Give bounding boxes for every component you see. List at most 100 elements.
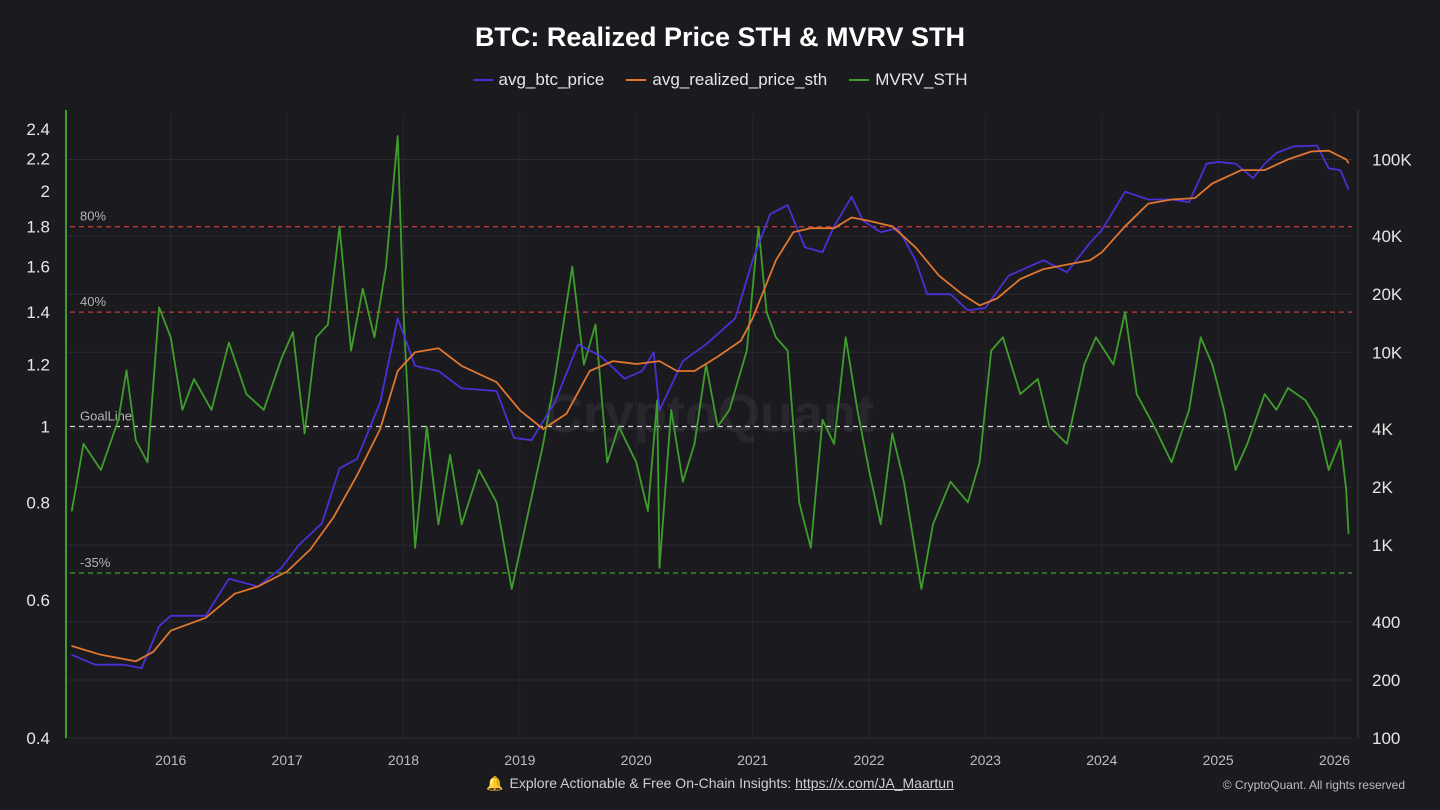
series-point-avg_realized_price_sth	[1194, 197, 1196, 199]
series-point-MVRV_STH	[193, 378, 195, 380]
legend-item-MVRV_STH[interactable]: MVRV_STH	[849, 70, 967, 90]
series-point-avg_btc_price	[205, 615, 207, 617]
y-right-tick-label: 2K	[1372, 478, 1393, 497]
series-point-avg_realized_price_sth	[1124, 225, 1126, 227]
reference-line-label: GoalLine	[80, 409, 132, 424]
watermark: CryptoQuant	[544, 384, 874, 444]
series-point-avg_realized_price_sth	[397, 370, 399, 372]
x-tick-label: 2017	[272, 752, 303, 768]
series-point-MVRV_STH	[158, 306, 160, 308]
series-point-avg_btc_price	[356, 458, 358, 460]
series-point-avg_realized_price_sth	[612, 360, 614, 362]
y-right-tick-label: 4K	[1372, 420, 1393, 439]
series-point-MVRV_STH	[1223, 409, 1225, 411]
copyright: © CryptoQuant. All rights reserved	[1222, 778, 1405, 792]
series-point-MVRV_STH	[71, 510, 73, 512]
bell-icon: 🔔	[486, 775, 504, 791]
series-point-MVRV_STH	[618, 425, 620, 428]
series-point-avg_realized_price_sth	[1310, 150, 1312, 153]
series-point-MVRV_STH	[1019, 393, 1021, 395]
series-point-MVRV_STH	[245, 393, 247, 395]
series-point-avg_btc_price	[682, 360, 684, 362]
series-point-avg_btc_price	[1328, 167, 1330, 169]
chart-title: BTC: Realized Price STH & MVRV STH	[474, 22, 966, 52]
series-point-avg_realized_price_sth	[205, 617, 207, 619]
series-point-avg_realized_price_sth	[333, 516, 335, 518]
series-point-MVRV_STH	[1287, 387, 1289, 389]
series-point-avg_btc_price	[658, 409, 661, 411]
series-point-MVRV_STH	[1083, 363, 1085, 366]
legend-item-avg_realized_price_sth[interactable]: avg_realized_price_sth	[626, 70, 827, 90]
series-point-MVRV_STH	[656, 399, 658, 401]
series-point-avg_btc_price	[513, 437, 515, 439]
series-point-MVRV_STH	[327, 323, 329, 326]
legend-swatch	[472, 79, 493, 81]
series-point-avg_btc_price	[1008, 275, 1010, 277]
series-point-MVRV_STH	[280, 358, 282, 360]
series-point-MVRV_STH	[903, 481, 905, 483]
series-point-avg_btc_price	[1188, 201, 1190, 203]
series-point-MVRV_STH	[1188, 409, 1190, 411]
y-right-tick-label: 20K	[1372, 285, 1403, 304]
series-point-MVRV_STH	[647, 510, 649, 512]
series-point-avg_btc_price	[1217, 161, 1219, 163]
series-point-avg_btc_price	[787, 204, 789, 206]
series-point-MVRV_STH	[437, 523, 439, 525]
x-tick-label: 2019	[504, 752, 535, 768]
series-point-avg_realized_price_sth	[752, 317, 754, 319]
footer-link[interactable]: https://x.com/JA_Maartun	[795, 775, 954, 791]
series-point-MVRV_STH	[868, 469, 870, 471]
series-point-MVRV_STH	[1037, 378, 1039, 380]
legend-item-avg_btc_price[interactable]: avg_btc_price	[472, 70, 604, 90]
series-point-avg_realized_price_sth	[379, 428, 381, 430]
series-point-MVRV_STH	[1136, 393, 1138, 395]
series-point-MVRV_STH	[967, 501, 969, 503]
series-point-MVRV_STH	[1328, 469, 1330, 471]
series-point-MVRV_STH	[554, 378, 556, 380]
series-point-MVRV_STH	[385, 266, 387, 268]
series-point-avg_realized_price_sth	[1043, 268, 1045, 270]
series-point-MVRV_STH	[1153, 425, 1155, 428]
series-point-avg_realized_price_sth	[100, 654, 102, 656]
series-point-MVRV_STH	[693, 443, 696, 445]
footer-text: Explore Actionable & Free On-Chain Insig…	[509, 775, 792, 791]
series-point-avg_btc_price	[1347, 188, 1350, 190]
series-point-avg_realized_price_sth	[309, 548, 311, 551]
series-point-avg_realized_price_sth	[1328, 150, 1330, 152]
series-point-avg_realized_price_sth	[1089, 259, 1091, 261]
series-point-MVRV_STH	[511, 588, 513, 590]
legend-swatch	[626, 79, 647, 81]
x-tick-label: 2023	[970, 752, 1001, 768]
series-point-avg_realized_price_sth	[1019, 278, 1021, 280]
series-point-avg_btc_price	[338, 467, 341, 469]
series-point-MVRV_STH	[635, 461, 637, 463]
series-point-avg_btc_price	[414, 365, 416, 367]
x-tick-label: 2022	[853, 752, 884, 768]
series-point-avg_realized_price_sth	[437, 347, 439, 349]
series-point-avg_realized_price_sth	[693, 370, 696, 372]
series-point-avg_btc_price	[1205, 163, 1208, 165]
x-tick-label: 2016	[155, 752, 186, 768]
series-point-MVRV_STH	[658, 567, 661, 569]
series-point-MVRV_STH	[100, 469, 102, 471]
series-point-MVRV_STH	[210, 409, 213, 411]
series-point-avg_btc_price	[833, 225, 835, 227]
series-point-MVRV_STH	[1171, 461, 1173, 463]
y-left-tick-label: 2.2	[26, 149, 50, 168]
series-point-MVRV_STH	[146, 461, 149, 463]
series-point-MVRV_STH	[1304, 399, 1306, 401]
series-point-avg_realized_price_sth	[740, 340, 742, 342]
series-point-avg_realized_price_sth	[589, 370, 591, 372]
series-point-MVRV_STH	[228, 342, 230, 344]
series-point-MVRV_STH	[373, 336, 375, 338]
series-point-MVRV_STH	[891, 432, 893, 434]
series-point-MVRV_STH	[82, 443, 85, 445]
series-point-avg_btc_price	[170, 615, 172, 617]
series-point-MVRV_STH	[606, 461, 608, 463]
series-point-avg_btc_price	[926, 293, 928, 295]
series-point-avg_realized_price_sth	[135, 660, 137, 662]
series-point-MVRV_STH	[117, 419, 119, 421]
series-point-avg_btc_price	[705, 343, 707, 345]
series-point-MVRV_STH	[125, 369, 128, 371]
series-point-MVRV_STH	[1095, 336, 1097, 338]
